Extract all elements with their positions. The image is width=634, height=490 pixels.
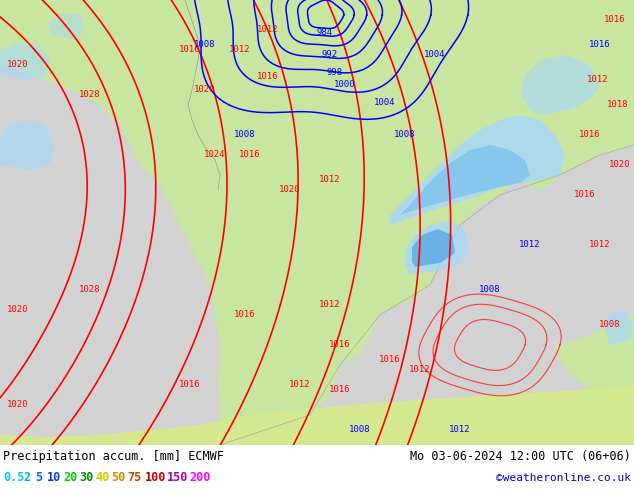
Text: 1012: 1012 bbox=[320, 175, 340, 184]
Text: 1028: 1028 bbox=[79, 286, 101, 294]
Polygon shape bbox=[390, 115, 565, 225]
Text: Precipitation accum. [mm] ECMWF: Precipitation accum. [mm] ECMWF bbox=[3, 450, 224, 464]
Polygon shape bbox=[0, 120, 55, 170]
Polygon shape bbox=[405, 220, 470, 275]
Text: 1008: 1008 bbox=[234, 130, 256, 140]
Text: 1008: 1008 bbox=[599, 320, 621, 329]
Text: 150: 150 bbox=[167, 471, 188, 485]
Text: 1020: 1020 bbox=[279, 186, 301, 195]
Text: ©weatheronline.co.uk: ©weatheronline.co.uk bbox=[496, 473, 631, 483]
Text: 1016: 1016 bbox=[379, 355, 401, 365]
Text: 1024: 1024 bbox=[204, 150, 226, 159]
Text: 998: 998 bbox=[327, 69, 343, 77]
Text: 1020: 1020 bbox=[7, 305, 29, 315]
Text: 1016: 1016 bbox=[589, 41, 611, 49]
Text: 200: 200 bbox=[189, 471, 210, 485]
Polygon shape bbox=[0, 385, 634, 445]
Polygon shape bbox=[180, 115, 200, 140]
Text: 1020: 1020 bbox=[194, 85, 216, 95]
Text: 1016: 1016 bbox=[329, 341, 351, 349]
Text: 75: 75 bbox=[127, 471, 141, 485]
Text: 1020: 1020 bbox=[7, 60, 29, 70]
Text: 1028: 1028 bbox=[79, 91, 101, 99]
Text: 1016: 1016 bbox=[574, 191, 596, 199]
Text: 1016: 1016 bbox=[329, 386, 351, 394]
Polygon shape bbox=[530, 40, 634, 190]
Text: 1008: 1008 bbox=[349, 425, 371, 435]
Text: 1000: 1000 bbox=[334, 80, 356, 90]
Text: 1016: 1016 bbox=[234, 311, 256, 319]
Polygon shape bbox=[520, 55, 600, 115]
Polygon shape bbox=[412, 229, 455, 267]
Text: 1012: 1012 bbox=[410, 366, 430, 374]
Text: 50: 50 bbox=[111, 471, 126, 485]
Text: 30: 30 bbox=[79, 471, 93, 485]
Text: 10: 10 bbox=[47, 471, 61, 485]
Polygon shape bbox=[48, 13, 85, 40]
Text: 1008: 1008 bbox=[394, 130, 416, 140]
Text: 5: 5 bbox=[35, 471, 42, 485]
Text: Mo 03-06-2024 12:00 UTC (06+06): Mo 03-06-2024 12:00 UTC (06+06) bbox=[410, 450, 631, 464]
Text: 1012: 1012 bbox=[519, 241, 541, 249]
Text: 1012: 1012 bbox=[320, 300, 340, 310]
Text: 1016: 1016 bbox=[579, 130, 601, 140]
Text: 992: 992 bbox=[322, 50, 338, 59]
Text: 100: 100 bbox=[145, 471, 166, 485]
Text: 0.5: 0.5 bbox=[3, 471, 24, 485]
Text: 1016: 1016 bbox=[257, 73, 279, 81]
Text: 1012: 1012 bbox=[450, 425, 471, 435]
Text: 40: 40 bbox=[95, 471, 109, 485]
Text: 1012: 1012 bbox=[289, 380, 311, 390]
Text: 1012: 1012 bbox=[587, 75, 609, 84]
Text: 1018: 1018 bbox=[607, 100, 629, 109]
Text: 1020: 1020 bbox=[609, 160, 631, 170]
Polygon shape bbox=[340, 0, 380, 40]
Text: 1020: 1020 bbox=[7, 400, 29, 410]
Polygon shape bbox=[400, 145, 530, 215]
Text: 2: 2 bbox=[23, 471, 30, 485]
Polygon shape bbox=[195, 105, 225, 155]
Text: 1008: 1008 bbox=[479, 286, 501, 294]
Text: 1012: 1012 bbox=[257, 25, 279, 34]
Text: 1004: 1004 bbox=[424, 50, 446, 59]
Text: 1004: 1004 bbox=[374, 98, 396, 107]
Text: 1016: 1016 bbox=[239, 150, 261, 159]
Text: 20: 20 bbox=[63, 471, 77, 485]
Text: 984: 984 bbox=[317, 28, 333, 38]
Text: 1008: 1008 bbox=[194, 41, 216, 49]
Polygon shape bbox=[270, 0, 360, 65]
Text: 1016: 1016 bbox=[179, 46, 201, 54]
Text: 1016: 1016 bbox=[179, 380, 201, 390]
Polygon shape bbox=[605, 310, 634, 345]
Polygon shape bbox=[555, 315, 634, 390]
Text: 1016: 1016 bbox=[604, 16, 626, 24]
Text: 1012: 1012 bbox=[589, 241, 611, 249]
Polygon shape bbox=[0, 0, 634, 445]
Text: 1012: 1012 bbox=[230, 46, 251, 54]
Polygon shape bbox=[0, 43, 50, 80]
